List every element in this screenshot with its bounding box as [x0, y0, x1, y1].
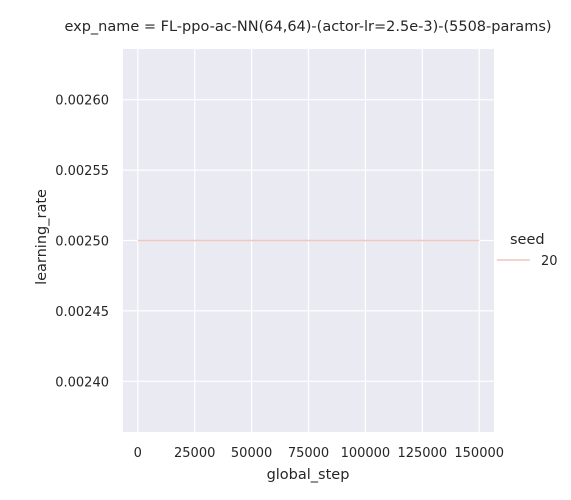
x-tick-label: 100000: [341, 446, 391, 461]
y-tick-label: 0.00260: [55, 94, 109, 109]
legend-label-20: 20: [541, 254, 558, 269]
x-tick-label: 25000: [174, 446, 215, 461]
y-axis-label: learning_rate: [34, 189, 50, 285]
x-tick-label: 125000: [397, 446, 447, 461]
chart-title: exp_name = FL-ppo-ac-NN(64,64)-(actor-lr…: [64, 19, 551, 35]
legend-title: seed: [510, 232, 545, 248]
x-axis-label: global_step: [267, 467, 350, 483]
y-tick-label: 0.00255: [55, 164, 109, 179]
x-tick-label: 0: [134, 446, 142, 461]
y-tick-label: 0.00250: [55, 235, 109, 250]
x-tick-label: 150000: [454, 446, 504, 461]
y-tick-label: 0.00240: [55, 375, 109, 390]
x-axis-ticks: 0 25000 50000 75000 100000 125000 150000: [134, 446, 504, 461]
x-tick-label: 75000: [288, 446, 329, 461]
legend: seed 20: [497, 232, 558, 269]
y-tick-label: 0.00245: [55, 305, 109, 320]
x-tick-label: 50000: [231, 446, 272, 461]
y-axis-ticks: 0.00240 0.00245 0.00250 0.00255 0.00260: [55, 94, 109, 391]
